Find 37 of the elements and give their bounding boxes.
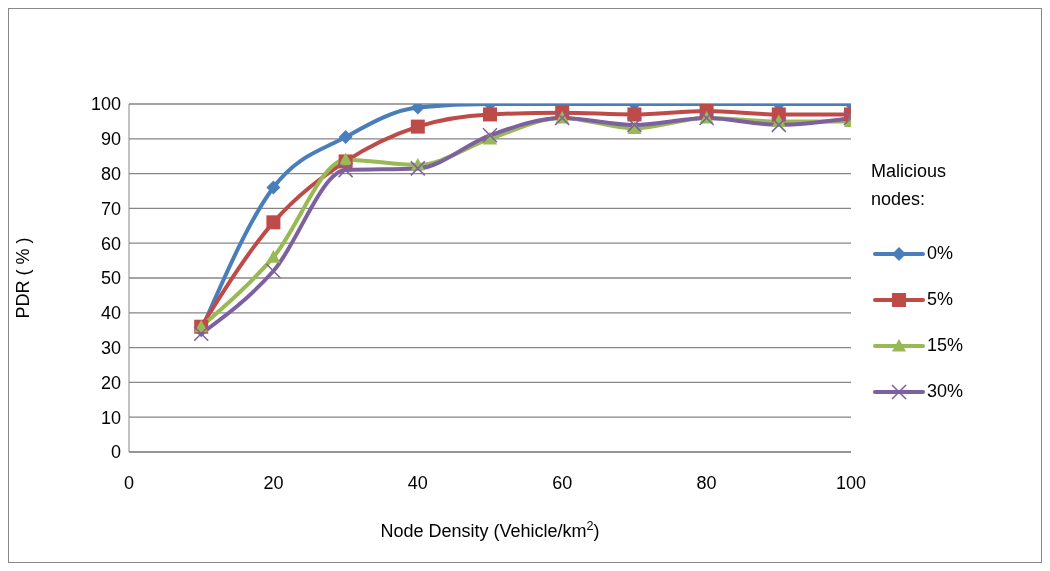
point — [266, 250, 281, 263]
y-axis-title: PDR ( % ) — [13, 237, 33, 319]
x-tick-label: 40 — [407, 472, 428, 493]
point — [483, 107, 497, 122]
point — [410, 160, 426, 177]
legend-label: 15% — [927, 335, 964, 356]
y-tick-label: 100 — [90, 94, 121, 115]
y-tick-label: 10 — [100, 407, 121, 428]
point — [482, 127, 498, 144]
point — [338, 130, 353, 145]
y-tick-label: 80 — [100, 163, 121, 184]
point — [626, 117, 643, 133]
x-tick-label: 100 — [835, 472, 867, 493]
x-tick-label: 20 — [263, 472, 284, 493]
x-tick-label: 60 — [552, 472, 573, 493]
x-tick-label: 80 — [696, 472, 717, 493]
y-tick-label: 60 — [100, 233, 121, 254]
point — [193, 325, 209, 342]
legend-label: 30% — [927, 381, 964, 402]
point — [266, 215, 281, 230]
point — [337, 162, 354, 178]
y-tick-label: 0 — [110, 442, 121, 463]
legend-label: 5% — [927, 289, 954, 310]
y-tick-label: 20 — [100, 372, 121, 393]
x-axis-title: Node Density (Vehicle/km$^{2}$) — [380, 519, 600, 541]
x-tick-label: 0 — [123, 472, 135, 493]
y-tick-label: 70 — [100, 198, 121, 219]
y-tick-label: 50 — [100, 268, 121, 289]
legend-label: 0% — [927, 243, 954, 264]
y-tick-label: 40 — [100, 303, 121, 324]
y-tick-label: 90 — [100, 129, 121, 150]
point — [266, 180, 281, 195]
y-tick-label: 30 — [100, 337, 121, 358]
point — [627, 107, 642, 122]
point — [410, 119, 425, 134]
legend-title: Malicious nodes: — [871, 159, 948, 211]
point — [771, 117, 787, 133]
